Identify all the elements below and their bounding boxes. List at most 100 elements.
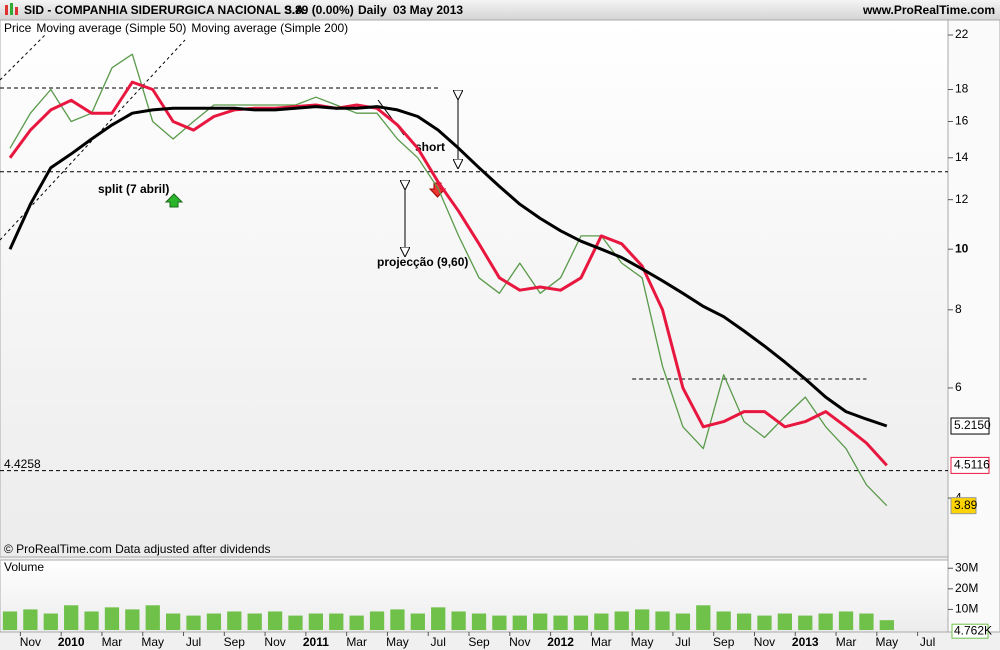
x-tick-label: May [141,635,164,649]
volume-bar [2,611,18,630]
x-tick-label: 2011 [303,635,329,649]
volume-bar [288,615,303,630]
volume-bar [267,611,283,630]
y-tick-label: 20M [955,581,978,595]
volume-bar [471,613,487,630]
last-value-box [950,417,990,435]
y-tick-label: 12 [955,192,969,206]
x-tick-label: May [386,635,409,649]
volume-bar [369,611,385,630]
volume-bar [431,607,446,630]
y-tick-label: 10M [955,602,978,616]
volume-bar [104,607,120,630]
x-tick-label: Mar [591,635,612,649]
volume-bar [818,613,833,630]
right-axis [947,19,1000,633]
legend-entry: Price [4,21,32,35]
x-tick-label: Jul [675,635,690,649]
volume-bar [43,613,58,630]
legend-entry: Moving average (Simple 200) [191,21,348,35]
volume-bar [165,613,181,630]
x-tick-label: Mar [102,635,123,649]
volume-bar [675,613,691,630]
volume-bar [859,613,874,630]
header-bar [0,0,1000,20]
y-tick-label: 18 [955,82,969,96]
volume-bar [84,611,99,630]
site: www.ProRealTime.com [862,3,995,17]
y-tick-label: 30M [955,560,978,574]
volume-bar [798,615,813,630]
volume-bar [186,615,201,630]
volume-bar [410,613,425,630]
y-tick-label: 14 [955,150,969,164]
y-tick-label: 6 [955,380,962,394]
period: Daily [358,3,387,17]
y-tick-label: 8 [955,302,962,316]
volume-bar [512,615,527,630]
last-value-label: 5.2150 [954,418,991,432]
volume-bar [125,609,140,630]
x-tick-label: Sep [224,635,246,649]
volume-bar [594,613,609,630]
legend-entry: Moving average (Simple 50) [36,21,186,35]
annotation: short [415,140,445,154]
volume-bar [838,611,854,630]
y-tick-label: 16 [955,114,969,128]
annotation: split (7 abril) [98,182,169,196]
volume-bar [634,609,650,630]
level-label: 4.4258 [4,457,41,471]
volume-bar [451,611,466,630]
quote: 3.89 (0.00%) [285,3,354,17]
volume-bar [227,611,242,630]
logo [5,3,18,15]
title: SID - COMPANHIA SIDERURGICA NACIONAL S.A… [24,3,307,17]
x-tick-label: Sep [713,635,735,649]
plot-area [0,19,949,558]
volume-bar [23,609,38,630]
x-tick-label: Jul [431,635,446,649]
annotation: projecção (9,60) [377,255,468,269]
series-line [8,105,888,428]
volume-bar [145,605,160,630]
x-tick-label: Jul [920,635,935,649]
volume-bar [777,613,793,630]
volume-bar [533,613,548,630]
volume-bar [492,615,507,630]
y-tick-label: 22 [955,27,969,41]
volume-bar [553,615,568,630]
volume-title: Volume [4,560,44,574]
x-tick-label: May [875,635,898,649]
date: 03 May 2013 [393,3,463,17]
x-tick-label: Sep [468,635,490,649]
buy-arrow [164,193,184,208]
x-tick-label: Nov [264,635,285,649]
footer: © ProRealTime.com Data adjusted after di… [4,542,271,556]
x-tick-label: 2013 [792,635,819,649]
x-tick-label: 2012 [547,635,574,649]
x-tick-label: Nov [754,635,775,649]
x-tick-label: Nov [509,635,530,649]
last-price-label: 3.89 [954,498,978,512]
volume-bar [736,613,752,630]
volume-bar [716,611,731,630]
volume-bar [655,611,670,630]
volume-bar [247,613,262,630]
volume-bar [757,615,772,630]
volume-bar [308,613,324,630]
series-line [8,80,888,467]
x-tick-label: Mar [836,635,857,649]
last-value-label: 4.5116 [954,458,990,472]
x-tick-label: 2010 [58,635,85,649]
last-value-box [950,456,990,474]
volume-bar [696,605,711,630]
x-tick-label: Jul [186,635,201,649]
x-tick-label: Mar [346,635,367,649]
volume-last-label: 4.762K [954,623,992,637]
volume-bar [64,605,79,630]
volume-bar [614,611,629,630]
volume-bar [329,613,344,630]
x-tick-label: Nov [20,635,41,649]
volume-bar [879,620,894,630]
